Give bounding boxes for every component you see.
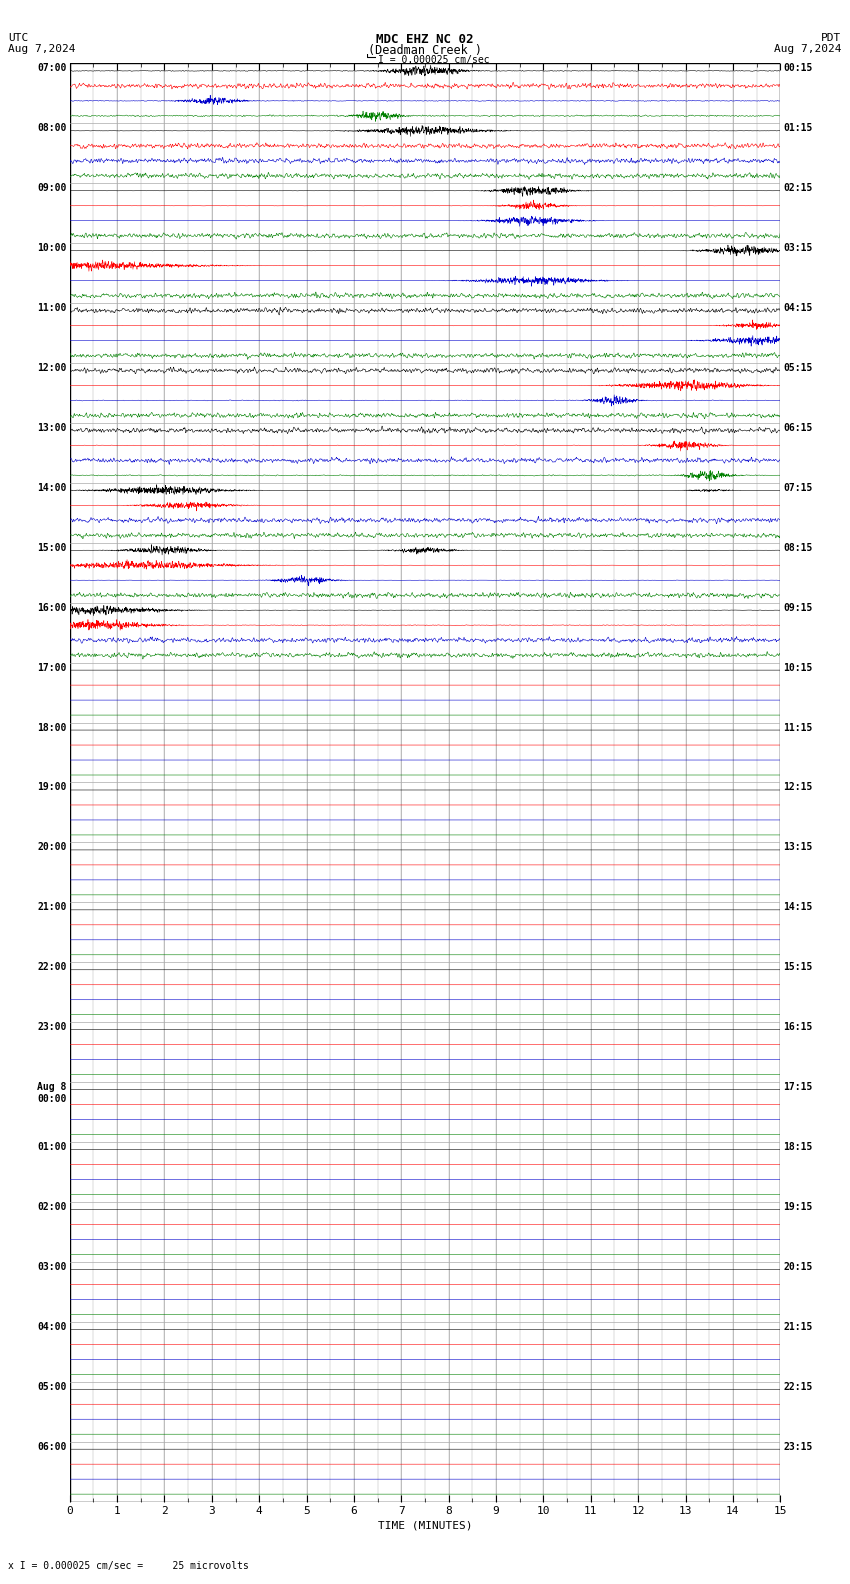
Text: 18:00: 18:00 xyxy=(37,722,67,732)
Text: 21:00: 21:00 xyxy=(37,903,67,912)
Text: I = 0.000025 cm/sec: I = 0.000025 cm/sec xyxy=(378,55,490,65)
Text: 16:00: 16:00 xyxy=(37,602,67,613)
Text: 05:00: 05:00 xyxy=(37,1381,67,1392)
Text: Aug 7,2024: Aug 7,2024 xyxy=(8,44,76,54)
X-axis label: TIME (MINUTES): TIME (MINUTES) xyxy=(377,1521,473,1530)
Text: 14:00: 14:00 xyxy=(37,483,67,493)
Text: 12:00: 12:00 xyxy=(37,363,67,372)
Text: 03:00: 03:00 xyxy=(37,1262,67,1272)
Text: 01:15: 01:15 xyxy=(783,124,813,133)
Text: 04:15: 04:15 xyxy=(783,303,813,314)
Text: 20:15: 20:15 xyxy=(783,1262,813,1272)
Text: 02:00: 02:00 xyxy=(37,1202,67,1212)
Text: 17:00: 17:00 xyxy=(37,662,67,673)
Text: 19:15: 19:15 xyxy=(783,1202,813,1212)
Text: 06:00: 06:00 xyxy=(37,1441,67,1451)
Text: 04:00: 04:00 xyxy=(37,1321,67,1332)
Text: 09:00: 09:00 xyxy=(37,184,67,193)
Text: 23:00: 23:00 xyxy=(37,1022,67,1033)
Text: 01:00: 01:00 xyxy=(37,1142,67,1152)
Text: 22:00: 22:00 xyxy=(37,961,67,973)
Text: 08:00: 08:00 xyxy=(37,124,67,133)
Text: 13:00: 13:00 xyxy=(37,423,67,432)
Text: 15:00: 15:00 xyxy=(37,543,67,553)
Text: (Deadman Creek ): (Deadman Creek ) xyxy=(368,44,482,57)
Text: PDT: PDT xyxy=(821,33,842,43)
Text: 20:00: 20:00 xyxy=(37,843,67,852)
Text: 12:15: 12:15 xyxy=(783,782,813,792)
Text: UTC: UTC xyxy=(8,33,29,43)
Text: x I = 0.000025 cm/sec =     25 microvolts: x I = 0.000025 cm/sec = 25 microvolts xyxy=(8,1562,249,1571)
Text: 05:15: 05:15 xyxy=(783,363,813,372)
Text: 11:00: 11:00 xyxy=(37,303,67,314)
Text: 08:15: 08:15 xyxy=(783,543,813,553)
Text: 02:15: 02:15 xyxy=(783,184,813,193)
Text: 14:15: 14:15 xyxy=(783,903,813,912)
Text: 07:00: 07:00 xyxy=(37,63,67,73)
Text: 23:15: 23:15 xyxy=(783,1441,813,1451)
Text: 10:00: 10:00 xyxy=(37,244,67,253)
Text: 10:15: 10:15 xyxy=(783,662,813,673)
Text: 06:15: 06:15 xyxy=(783,423,813,432)
Text: 15:15: 15:15 xyxy=(783,961,813,973)
Text: 17:15: 17:15 xyxy=(783,1082,813,1091)
Text: 11:15: 11:15 xyxy=(783,722,813,732)
Text: Aug 8
00:00: Aug 8 00:00 xyxy=(37,1082,67,1104)
Text: 19:00: 19:00 xyxy=(37,782,67,792)
Text: 00:15: 00:15 xyxy=(783,63,813,73)
Text: 16:15: 16:15 xyxy=(783,1022,813,1033)
Text: 03:15: 03:15 xyxy=(783,244,813,253)
Text: 13:15: 13:15 xyxy=(783,843,813,852)
Text: 21:15: 21:15 xyxy=(783,1321,813,1332)
Text: 09:15: 09:15 xyxy=(783,602,813,613)
Text: 22:15: 22:15 xyxy=(783,1381,813,1392)
Text: MDC EHZ NC 02: MDC EHZ NC 02 xyxy=(377,33,473,46)
Text: 07:15: 07:15 xyxy=(783,483,813,493)
Text: 18:15: 18:15 xyxy=(783,1142,813,1152)
Text: Aug 7,2024: Aug 7,2024 xyxy=(774,44,842,54)
